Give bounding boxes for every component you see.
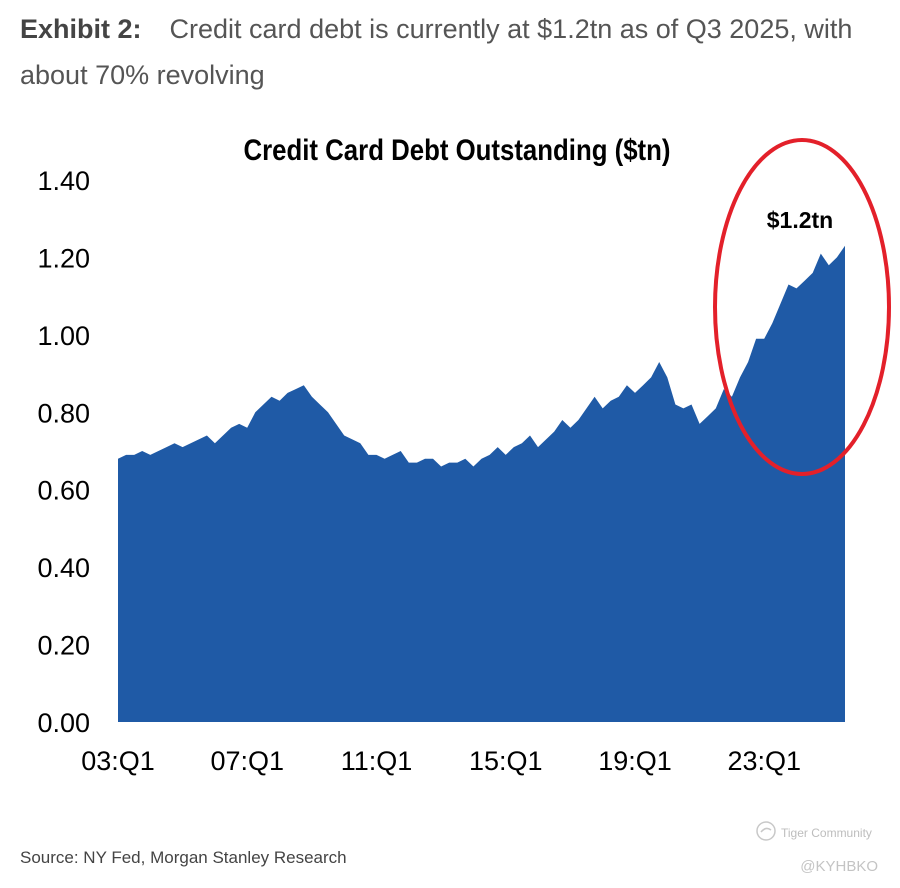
x-axis-ticks: 03:Q1 07:Q1 11:Q1 15:Q1 19:Q1 23:Q1 xyxy=(81,746,801,776)
value-annotation: $1.2tn xyxy=(767,207,833,233)
x-tick-label: 03:Q1 xyxy=(81,746,155,776)
x-tick-label: 11:Q1 xyxy=(341,746,413,776)
x-tick-label: 23:Q1 xyxy=(727,746,801,776)
source-note: Source: NY Fed, Morgan Stanley Research xyxy=(20,848,347,867)
chart-title: Credit Card Debt Outstanding ($tn) xyxy=(244,133,671,166)
y-tick-label: 1.20 xyxy=(37,243,90,273)
y-axis-ticks: 0.00 0.20 0.40 0.60 0.80 1.00 1.20 1.40 xyxy=(37,166,90,738)
exhibit-label: Exhibit 2: xyxy=(20,14,142,44)
y-tick-label: 0.60 xyxy=(37,476,90,506)
y-tick-label: 0.00 xyxy=(37,708,90,738)
debt-area xyxy=(118,245,845,723)
x-tick-label: 15:Q1 xyxy=(469,746,543,776)
watermark-brand: Tiger Community xyxy=(755,820,872,845)
y-tick-label: 1.40 xyxy=(37,166,90,196)
y-tick-label: 0.40 xyxy=(37,553,90,583)
y-tick-label: 1.00 xyxy=(37,321,90,351)
watermark-user: @KYHBKO xyxy=(800,858,878,875)
y-tick-label: 0.80 xyxy=(37,398,90,428)
tiger-logo-icon xyxy=(755,820,777,845)
y-tick-label: 0.20 xyxy=(37,631,90,661)
x-tick-label: 07:Q1 xyxy=(210,746,284,776)
highlight-circle xyxy=(713,138,891,476)
watermark-brand-text: Tiger Community xyxy=(781,825,872,840)
x-tick-label: 19:Q1 xyxy=(598,746,672,776)
exhibit-header: Exhibit 2: Credit card debt is currently … xyxy=(20,6,892,98)
exhibit-headline: Credit card debt is currently at $1.2tn … xyxy=(20,14,853,90)
